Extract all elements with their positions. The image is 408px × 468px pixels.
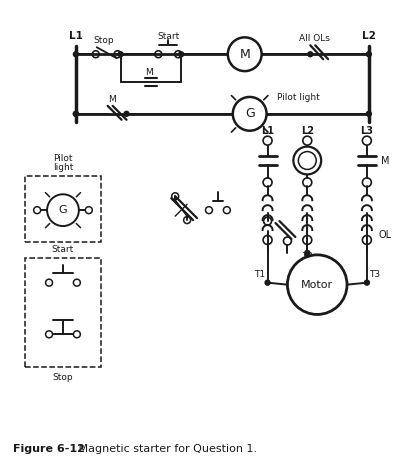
Circle shape (265, 280, 270, 285)
Text: L2: L2 (362, 31, 376, 41)
Circle shape (366, 52, 371, 57)
Bar (25, 176, 101, 242)
Circle shape (179, 52, 184, 57)
Text: T3: T3 (369, 270, 380, 279)
Text: L3: L3 (360, 126, 373, 136)
Text: M: M (381, 155, 389, 166)
Text: G: G (59, 205, 67, 215)
Text: All OLs: All OLs (299, 34, 330, 43)
Text: L1: L1 (261, 126, 274, 136)
Text: M: M (145, 67, 153, 77)
Text: Stop: Stop (53, 373, 73, 381)
Circle shape (73, 111, 78, 117)
Text: Pilot: Pilot (53, 154, 73, 163)
Text: Figure 6-12: Figure 6-12 (13, 444, 85, 453)
Circle shape (73, 111, 78, 117)
Text: M: M (239, 48, 250, 61)
Circle shape (73, 52, 78, 57)
Text: Start: Start (52, 245, 74, 255)
Text: M: M (108, 95, 115, 104)
Text: Pilot light: Pilot light (277, 94, 320, 102)
Text: L1: L1 (69, 31, 83, 41)
Circle shape (124, 111, 129, 117)
Circle shape (305, 252, 310, 257)
Text: OL: OL (378, 230, 391, 240)
Circle shape (118, 52, 123, 57)
Text: T1: T1 (255, 270, 266, 279)
Text: Magnetic starter for Question 1.: Magnetic starter for Question 1. (68, 444, 257, 453)
Circle shape (287, 255, 347, 314)
Circle shape (233, 97, 266, 131)
Text: G: G (245, 107, 255, 120)
Circle shape (293, 146, 321, 175)
Circle shape (366, 111, 371, 117)
Text: T2: T2 (302, 252, 313, 261)
Text: Start: Start (157, 32, 180, 41)
Circle shape (47, 194, 79, 226)
Circle shape (364, 280, 369, 285)
Text: Stop: Stop (93, 36, 114, 45)
Text: Motor: Motor (301, 280, 333, 290)
Circle shape (228, 37, 262, 71)
Text: light: light (53, 163, 73, 172)
Bar (25, 258, 101, 367)
Circle shape (308, 52, 313, 57)
Circle shape (305, 250, 310, 256)
Text: L2: L2 (301, 126, 314, 136)
